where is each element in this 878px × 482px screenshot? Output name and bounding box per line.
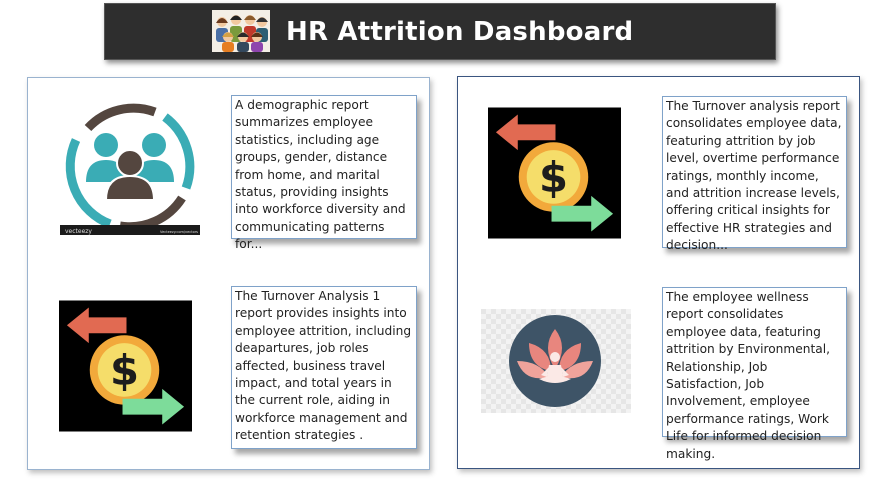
- turnover1-description: The Turnover Analysis 1 report provides …: [231, 286, 417, 449]
- svg-text:$: $: [539, 153, 568, 202]
- turnover-description: The Turnover analysis report consolidate…: [662, 96, 847, 252]
- demographic-description: A demographic report summarizes employee…: [231, 95, 417, 251]
- watermark-left: vecteezy: [65, 228, 92, 235]
- turnover-dollar-icon[interactable]: $: [488, 107, 621, 239]
- watermark-right: Vecteezy.com/vectors: [160, 230, 198, 234]
- people-group-icon: [212, 10, 270, 52]
- svg-text:$: $: [110, 346, 139, 395]
- wellness-description: The employee wellness report consolidate…: [662, 287, 847, 461]
- turnover-dollar-icon[interactable]: $: [59, 300, 192, 432]
- dashboard-title: HR Attrition Dashboard: [286, 17, 634, 47]
- demographic-people-icon[interactable]: vecteezy Vecteezy.com/vectors: [60, 100, 200, 235]
- wellness-lotus-icon[interactable]: [481, 309, 631, 413]
